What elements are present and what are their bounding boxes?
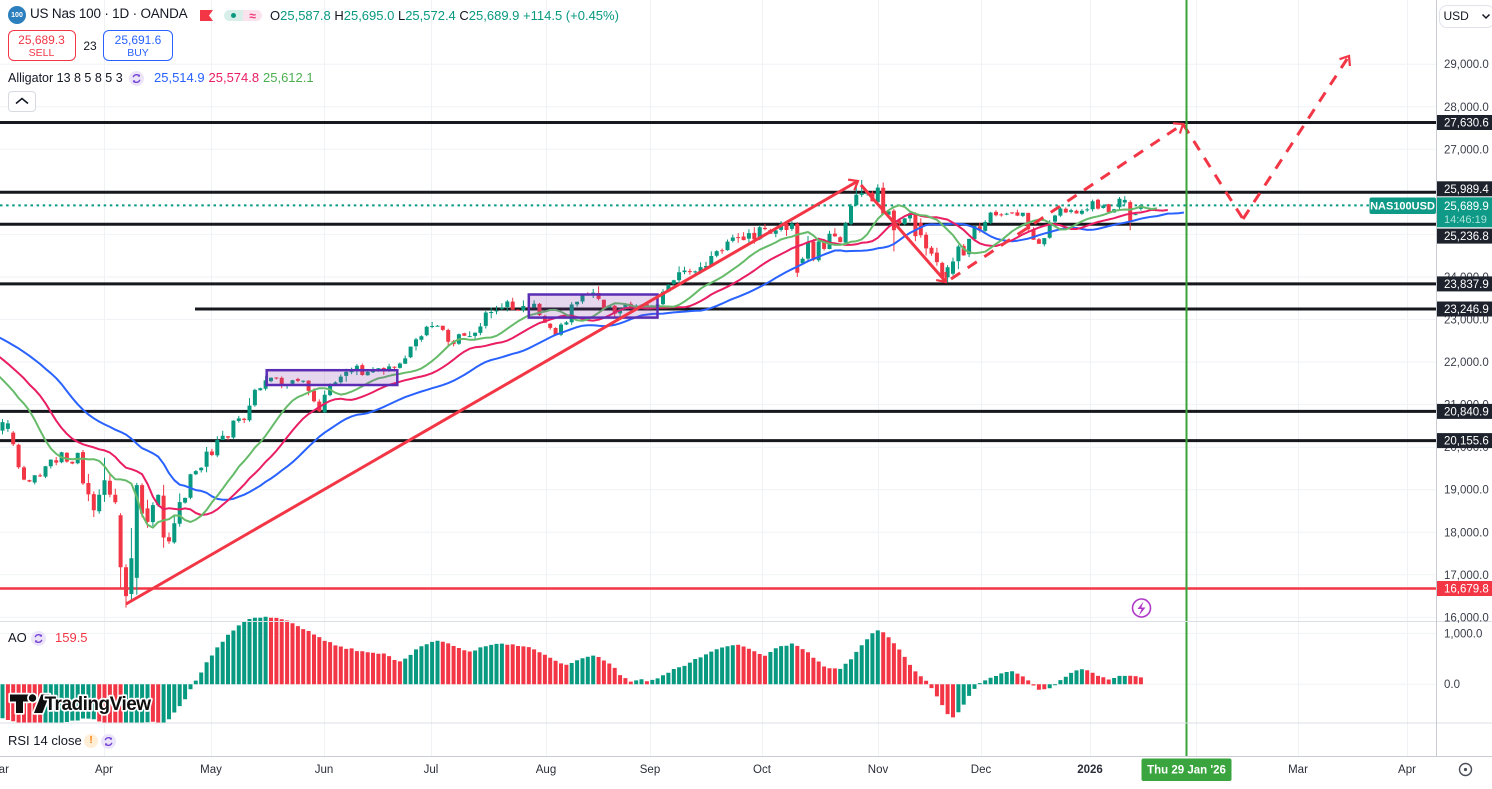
svg-text:14:46:19: 14:46:19 [1444, 214, 1487, 226]
svg-text:Mar: Mar [0, 764, 9, 776]
svg-text:25,236.8: 25,236.8 [1444, 231, 1489, 243]
svg-text:29,000.0: 29,000.0 [1444, 59, 1489, 71]
svg-text:Sep: Sep [640, 764, 660, 776]
svg-text:Apr: Apr [95, 764, 113, 776]
svg-text:Aug: Aug [536, 764, 556, 776]
svg-text:23,837.9: 23,837.9 [1444, 279, 1489, 291]
svg-text:Nov: Nov [868, 764, 889, 776]
svg-text:Dec: Dec [971, 764, 992, 776]
svg-text:18,000.0: 18,000.0 [1444, 527, 1489, 539]
svg-text:19,000.0: 19,000.0 [1444, 485, 1489, 497]
svg-text:17,000.0: 17,000.0 [1444, 570, 1489, 582]
svg-text:20,840.9: 20,840.9 [1444, 406, 1489, 418]
svg-text:Apr: Apr [1398, 764, 1416, 776]
svg-text:27,000.0: 27,000.0 [1444, 144, 1489, 156]
svg-text:20,155.6: 20,155.6 [1444, 436, 1489, 448]
svg-text:16,000.0: 16,000.0 [1444, 612, 1489, 624]
svg-text:Mar: Mar [1288, 764, 1308, 776]
svg-text:NAS100USD: NAS100USD [1370, 201, 1435, 213]
svg-text:22,000.0: 22,000.0 [1444, 357, 1489, 369]
svg-text:23,000.0: 23,000.0 [1444, 315, 1489, 327]
svg-text:2026: 2026 [1077, 764, 1103, 776]
svg-text:25,689.9: 25,689.9 [1444, 201, 1489, 213]
svg-text:28,000.0: 28,000.0 [1444, 102, 1489, 114]
svg-text:16,679.8: 16,679.8 [1444, 584, 1489, 596]
svg-text:0.0: 0.0 [1444, 679, 1460, 691]
svg-text:Oct: Oct [753, 764, 772, 776]
svg-text:Jul: Jul [424, 764, 439, 776]
svg-text:1,000.0: 1,000.0 [1444, 628, 1482, 640]
svg-text:Thu 29 Jan '26: Thu 29 Jan '26 [1147, 765, 1226, 777]
svg-text:May: May [200, 764, 222, 776]
svg-text:Jun: Jun [315, 764, 334, 776]
svg-text:25,989.4: 25,989.4 [1444, 184, 1489, 196]
svg-text:23,246.9: 23,246.9 [1444, 304, 1489, 316]
svg-text:TradingView: TradingView [45, 694, 152, 715]
svg-text:27,630.6: 27,630.6 [1444, 118, 1489, 130]
